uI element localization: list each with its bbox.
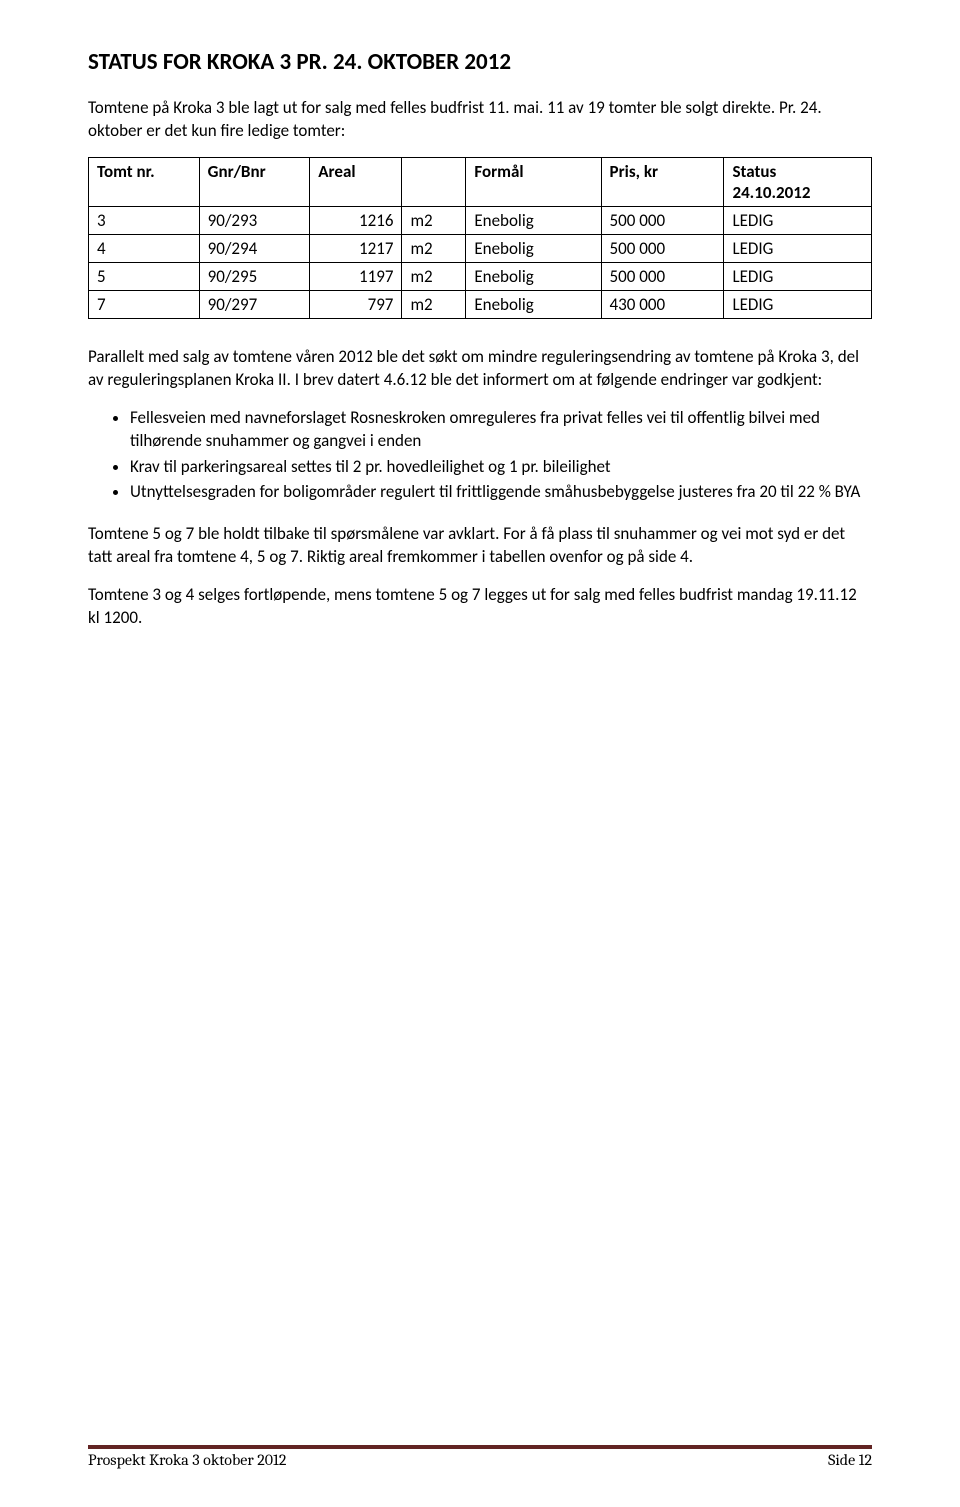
table-row: 7 90/297 797 m2 Enebolig 430 000 LEDIG (89, 290, 872, 318)
cell-tomt: 5 (89, 262, 200, 290)
table-header-row: Tomt nr. Gnr/Bnr Areal Formål Pris, kr S… (89, 157, 872, 206)
list-item: Fellesveien med navneforslaget Rosneskro… (130, 406, 872, 453)
cell-gnr: 90/293 (199, 206, 310, 234)
cell-gnr: 90/297 (199, 290, 310, 318)
cell-areal: 1197 (310, 262, 402, 290)
th-formaal: Formål (466, 157, 601, 206)
table-row: 5 90/295 1197 m2 Enebolig 500 000 LEDIG (89, 262, 872, 290)
cell-pris: 500 000 (601, 206, 724, 234)
list-item: Krav til parkeringsareal settes til 2 pr… (130, 455, 872, 478)
cell-status: LEDIG (724, 206, 872, 234)
intro-paragraph: Tomtene på Kroka 3 ble lagt ut for salg … (88, 96, 872, 143)
th-status-date: 24.10.2012 (732, 182, 810, 203)
cell-tomt: 7 (89, 290, 200, 318)
th-gnrbnr: Gnr/Bnr (199, 157, 310, 206)
cell-formaal: Enebolig (466, 290, 601, 318)
cell-pris: 500 000 (601, 234, 724, 262)
th-areal: Areal (310, 157, 402, 206)
footer-left: Prospekt Kroka 3 oktober 2012 (88, 1451, 286, 1469)
th-pris: Pris, kr (601, 157, 724, 206)
cell-formaal: Enebolig (466, 234, 601, 262)
page-footer: Prospekt Kroka 3 oktober 2012 Side 12 (88, 1445, 872, 1469)
cell-pris: 430 000 (601, 290, 724, 318)
table-row: 4 90/294 1217 m2 Enebolig 500 000 LEDIG (89, 234, 872, 262)
cell-unit: m2 (402, 206, 466, 234)
cell-formaal: Enebolig (466, 262, 601, 290)
list-item: Utnyttelsesgraden for boligområder regul… (130, 480, 872, 503)
footer-right: Side 12 (828, 1451, 872, 1469)
cell-areal: 1216 (310, 206, 402, 234)
cell-pris: 500 000 (601, 262, 724, 290)
footer-divider (88, 1445, 872, 1449)
paragraph-4: Tomtene 3 og 4 selges fortløpende, mens … (88, 583, 872, 630)
cell-formaal: Enebolig (466, 206, 601, 234)
table-row: 3 90/293 1216 m2 Enebolig 500 000 LEDIG (89, 206, 872, 234)
th-tomt: Tomt nr. (89, 157, 200, 206)
paragraph-3: Tomtene 5 og 7 ble holdt tilbake til spø… (88, 522, 872, 569)
th-status-label: Status (732, 161, 776, 182)
page-title: STATUS FOR KROKA 3 PR. 24. OKTOBER 2012 (88, 48, 872, 76)
tomter-table: Tomt nr. Gnr/Bnr Areal Formål Pris, kr S… (88, 157, 872, 319)
cell-tomt: 4 (89, 234, 200, 262)
cell-gnr: 90/294 (199, 234, 310, 262)
cell-status: LEDIG (724, 234, 872, 262)
th-status: Status 24.10.2012 (724, 157, 872, 206)
cell-status: LEDIG (724, 262, 872, 290)
cell-unit: m2 (402, 290, 466, 318)
cell-tomt: 3 (89, 206, 200, 234)
cell-unit: m2 (402, 234, 466, 262)
cell-areal: 1217 (310, 234, 402, 262)
bullet-list: Fellesveien med navneforslaget Rosneskro… (88, 406, 872, 504)
cell-areal: 797 (310, 290, 402, 318)
cell-unit: m2 (402, 262, 466, 290)
th-areal-unit (402, 157, 466, 206)
cell-status: LEDIG (724, 290, 872, 318)
paragraph-2: Parallelt med salg av tomtene våren 2012… (88, 345, 872, 392)
cell-gnr: 90/295 (199, 262, 310, 290)
